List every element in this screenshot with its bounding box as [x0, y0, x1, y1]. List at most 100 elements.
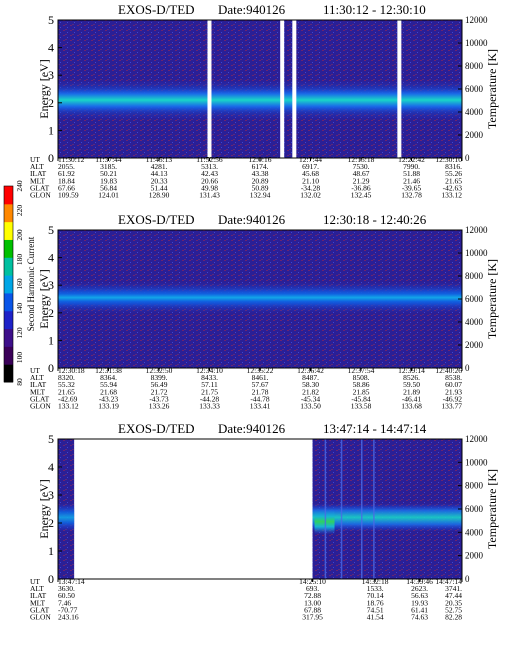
info-cell: 13:47:14 [58, 577, 85, 586]
data-band [312, 503, 462, 532]
info-cell: 132.78 [401, 191, 422, 200]
info-cell: -70.77 [58, 605, 78, 614]
info-cell: 133.41 [250, 402, 271, 411]
info-cell: 11:30:12 [58, 155, 85, 164]
y2-tick-label: 2000 [465, 551, 484, 561]
y2-tick-label: 10000 [465, 457, 488, 467]
info-cell: 51.88 [403, 169, 420, 178]
info-cell: 5313. [201, 162, 218, 171]
info-row-label: MLT [30, 176, 46, 185]
info-cell: 133.50 [300, 402, 321, 411]
info-row-label: GLAT [30, 394, 50, 403]
info-cell: 50.21 [100, 169, 117, 178]
info-cell: 74.63 [411, 613, 428, 622]
info-cell: 20.35 [445, 598, 462, 607]
info-cell: -46.41 [402, 394, 422, 403]
panel-time-range: 12:30:18 - 12:40:26 [323, 212, 427, 227]
info-cell: 124.01 [98, 191, 119, 200]
panel-date: Date:940126 [218, 212, 286, 227]
y2-tick-label: 0 [465, 153, 470, 163]
info-cell: 21.82 [302, 387, 319, 396]
y2-tick-label: 8000 [465, 481, 484, 491]
info-cell: 82.28 [445, 613, 462, 622]
colorbar-frame [3, 185, 14, 383]
y-tick-label: 0 [48, 151, 54, 165]
colorbar-swatch [4, 186, 13, 205]
info-cell: 12:31:38 [95, 366, 122, 375]
data-gap [207, 20, 212, 158]
info-cell: 131.43 [199, 191, 220, 200]
y2-tick-label: 4000 [465, 107, 484, 117]
info-cell: 67.88 [304, 605, 321, 614]
info-cell: 133.26 [149, 402, 170, 411]
info-cell: 128.90 [149, 191, 170, 200]
info-cell: 14:39:46 [406, 577, 433, 586]
info-cell: 11:37:44 [95, 155, 122, 164]
colorbar-swatch [4, 221, 13, 240]
info-cell: 3741. [445, 584, 462, 593]
info-cell: 12:30:18 [58, 366, 85, 375]
panel-1: EXOS-D/TED Date:940126 11:30:12 - 12:30:10… [30, 2, 499, 200]
info-cell: 133.19 [98, 402, 119, 411]
info-cell: 14:32:18 [362, 577, 389, 586]
y-tick-label: 2 [48, 516, 54, 530]
info-cell: 12:34:10 [196, 366, 223, 375]
y2-tick-label: 0 [465, 363, 470, 373]
y2-tick-label: 6000 [465, 84, 484, 94]
data-gap [292, 20, 297, 158]
info-cell: 72.88 [304, 591, 321, 600]
panel-time-range: 11:30:12 - 12:30:10 [323, 2, 426, 17]
info-cell: 8538. [445, 373, 462, 382]
info-cell: 8508. [353, 373, 370, 382]
info-row-label: ALT [30, 584, 44, 593]
info-cell: 60.07 [445, 380, 462, 389]
info-row-label: GLAT [30, 605, 50, 614]
streak [361, 439, 363, 579]
info-cell: 21.29 [353, 176, 370, 185]
info-cell: 6174. [252, 162, 269, 171]
y-tick-label: 0 [48, 572, 54, 586]
info-cell: 8364. [100, 373, 117, 382]
y-tick-label: 0 [48, 361, 54, 375]
info-cell: 317.95 [302, 613, 323, 622]
info-cell: 45.68 [302, 169, 319, 178]
y-tick-label: 2 [48, 306, 54, 320]
info-cell: 49.98 [201, 183, 218, 192]
colorbar-swatch [4, 275, 13, 294]
info-cell: 133.12 [58, 402, 79, 411]
colorbar-tick-label: 200 [15, 229, 24, 241]
info-cell: 51.44 [151, 183, 168, 192]
info-row-label: ILAT [30, 380, 47, 389]
y-axis-label: Energy [eV] [37, 479, 51, 538]
y-axis-label: Energy [eV] [37, 59, 51, 118]
panel-title: EXOS-D/TED [118, 2, 195, 17]
info-cell: 59.50 [403, 380, 420, 389]
panel-date: Date:940126 [218, 2, 286, 17]
colorbar-swatch [4, 203, 13, 223]
info-cell: 43.38 [252, 169, 269, 178]
info-cell: 12:30:10 [435, 155, 462, 164]
y-tick-label: 3 [48, 68, 54, 82]
info-cell: 56.84 [100, 183, 117, 192]
info-row-label: ALT [30, 162, 44, 171]
colorbar-tick-label: 220 [15, 205, 24, 217]
info-cell: 70.14 [367, 591, 384, 600]
info-cell: 61.41 [411, 605, 428, 614]
info-cell: 18.84 [58, 176, 75, 185]
info-cell: 133.12 [441, 191, 462, 200]
info-cell: 8433. [201, 373, 218, 382]
info-row-label: MLT [30, 598, 46, 607]
info-row-label: ALT [30, 373, 44, 382]
y-tick-label: 2 [48, 96, 54, 110]
info-cell: -43.23 [99, 394, 119, 403]
info-cell: -46.92 [443, 394, 463, 403]
info-cell: 48.67 [353, 169, 370, 178]
info-row-label: GLAT [30, 183, 50, 192]
colorbar-tick-label: 160 [15, 278, 24, 290]
colorbar-swatch [4, 239, 13, 258]
info-cell: 21.72 [151, 387, 168, 396]
info-row-label: GLON [30, 402, 51, 411]
data-band [58, 503, 75, 532]
panel-3: EXOS-D/TED Date:940126 13:47:14 - 14:47:14… [30, 421, 499, 622]
info-cell: 8461. [252, 373, 269, 382]
